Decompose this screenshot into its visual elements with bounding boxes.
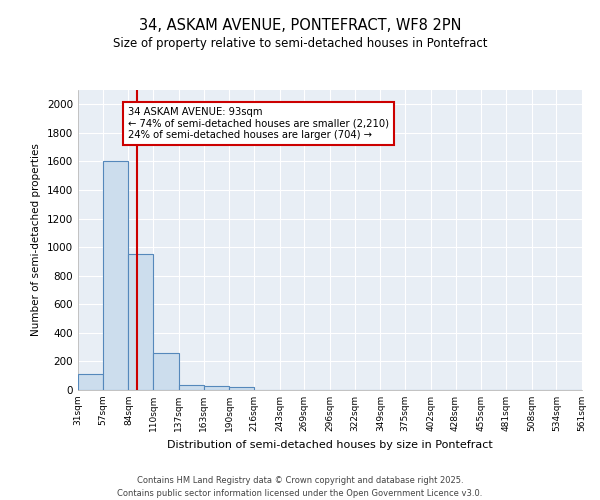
Bar xyxy=(203,386,229,390)
Bar xyxy=(179,385,203,390)
Text: 34 ASKAM AVENUE: 93sqm
← 74% of semi-detached houses are smaller (2,210)
24% of : 34 ASKAM AVENUE: 93sqm ← 74% of semi-det… xyxy=(128,107,389,140)
Bar xyxy=(128,254,153,390)
Bar xyxy=(229,388,254,390)
Bar xyxy=(103,162,128,390)
Text: Contains HM Land Registry data © Crown copyright and database right 2025.
Contai: Contains HM Land Registry data © Crown c… xyxy=(118,476,482,498)
Bar xyxy=(153,353,179,390)
Y-axis label: Number of semi-detached properties: Number of semi-detached properties xyxy=(31,144,41,336)
Text: 34, ASKAM AVENUE, PONTEFRACT, WF8 2PN: 34, ASKAM AVENUE, PONTEFRACT, WF8 2PN xyxy=(139,18,461,32)
X-axis label: Distribution of semi-detached houses by size in Pontefract: Distribution of semi-detached houses by … xyxy=(167,440,493,450)
Text: Size of property relative to semi-detached houses in Pontefract: Size of property relative to semi-detach… xyxy=(113,38,487,51)
Bar xyxy=(78,374,103,390)
